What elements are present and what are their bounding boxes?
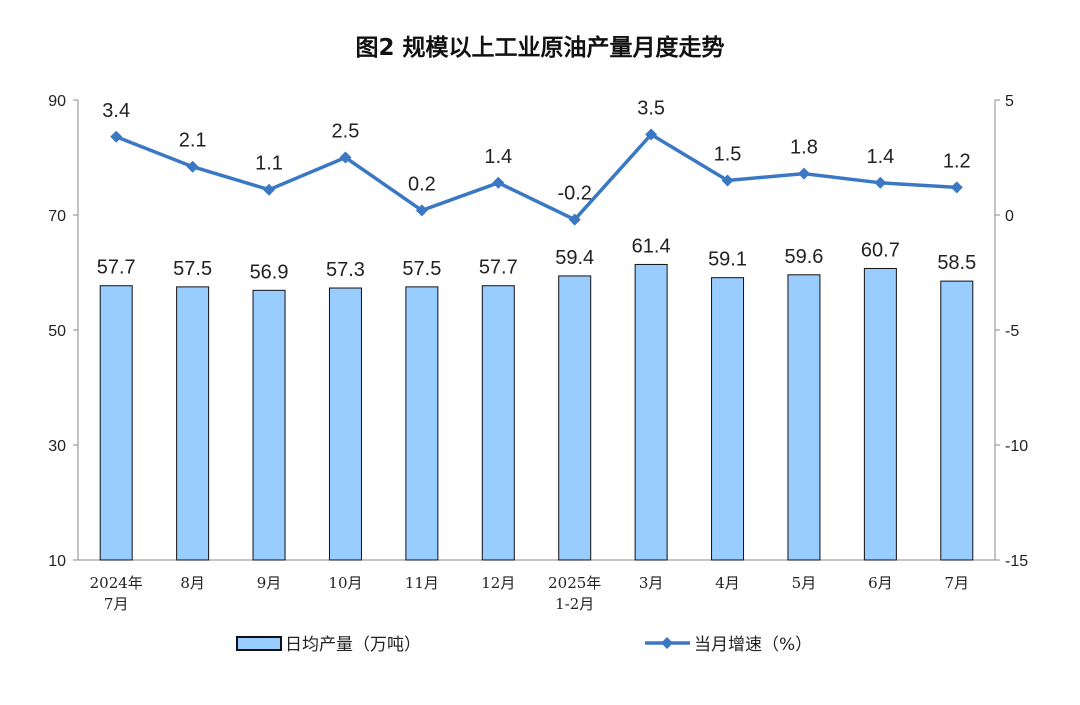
bar-data-label: 57.7 [479,257,518,279]
x-tick-label: 7月 [104,595,129,613]
bar [481,285,515,561]
bar [99,285,133,561]
line-marker [568,213,581,226]
right-tick-label: -15 [1005,553,1028,570]
x-tick-label: 10月 [328,574,362,592]
right-tick-label: 5 [1005,93,1014,110]
line-data-label: 1.2 [943,150,971,172]
line-data-label: 1.1 [255,153,283,175]
growth-line [115,132,957,222]
line-marker [415,204,428,217]
right-tick-label: 0 [1005,208,1014,225]
x-tick-label: 2024年 [90,574,143,592]
chart-title: 图2 规模以上工业原油产量月度走势 [355,35,725,61]
line-marker [645,128,658,141]
line-marker [186,160,199,173]
bar [711,277,745,561]
left-tick-label: 70 [48,208,66,225]
bar [634,263,668,561]
bar [863,267,897,561]
bar-data-label: 59.4 [555,247,594,269]
bar [405,286,439,561]
x-tick-label: 3月 [639,574,664,592]
bar [252,289,286,561]
left-tick-label: 10 [48,553,66,570]
line-data-label: 2.5 [332,121,360,143]
line-data-label: 1.4 [866,146,894,168]
x-tick-label: 2025年 [548,574,601,592]
bar-data-label: 59.1 [708,249,747,271]
line-marker [263,183,276,196]
bar-data-label: 59.6 [784,246,823,268]
x-tick-label: 11月 [405,574,439,592]
line-marker [950,181,963,194]
bar-data-label: 58.5 [937,252,976,274]
bar-data-label: 57.3 [326,259,365,281]
bar-data-label: 61.4 [632,235,671,257]
line-data-label: 1.5 [714,144,742,166]
line-data-label: 3.4 [102,100,130,122]
x-tick-label: 7月 [945,574,970,592]
left-tick-label: 90 [48,93,66,110]
bar-data-label: 56.9 [250,261,289,283]
line-data-label: -0.2 [557,183,591,205]
line-marker [797,167,810,180]
line-marker [339,151,352,164]
x-tick-label: 1-2月 [555,595,594,613]
legend-bar-swatch [236,636,282,651]
legend-line-marker [661,637,673,649]
legend-bar-label: 日均产量（万吨） [285,635,421,655]
right-tick-label: -5 [1005,323,1019,340]
bar [787,274,821,561]
x-tick-label: 8月 [180,574,205,592]
bar-data-label: 57.5 [173,258,212,280]
bar-data-label: 57.7 [97,257,136,279]
legend-line-label: 当月增速（%） [694,635,812,655]
line-data-label: 1.8 [790,137,818,159]
line-data-label: 3.5 [637,98,665,120]
left-tick-label: 30 [48,438,66,455]
line-marker [874,176,887,189]
x-tick-label: 5月 [792,574,817,592]
bar [558,275,592,561]
bar-data-label: 60.7 [861,239,900,261]
x-tick-label: 4月 [715,574,740,592]
bar [940,280,974,561]
line-marker [492,176,505,189]
x-tick-label: 12月 [481,574,515,592]
line-data-label: 2.1 [179,130,207,152]
line-data-label: 0.2 [408,173,436,195]
bar [176,286,210,561]
line-marker [721,174,734,187]
line-marker [110,130,123,143]
right-tick-label: -10 [1005,438,1028,455]
left-tick-label: 50 [48,323,66,340]
bar-data-label: 57.5 [402,258,441,280]
bar [328,287,362,561]
line-data-label: 1.4 [484,146,512,168]
x-tick-label: 6月 [868,574,893,592]
x-tick-label: 9月 [257,574,282,592]
